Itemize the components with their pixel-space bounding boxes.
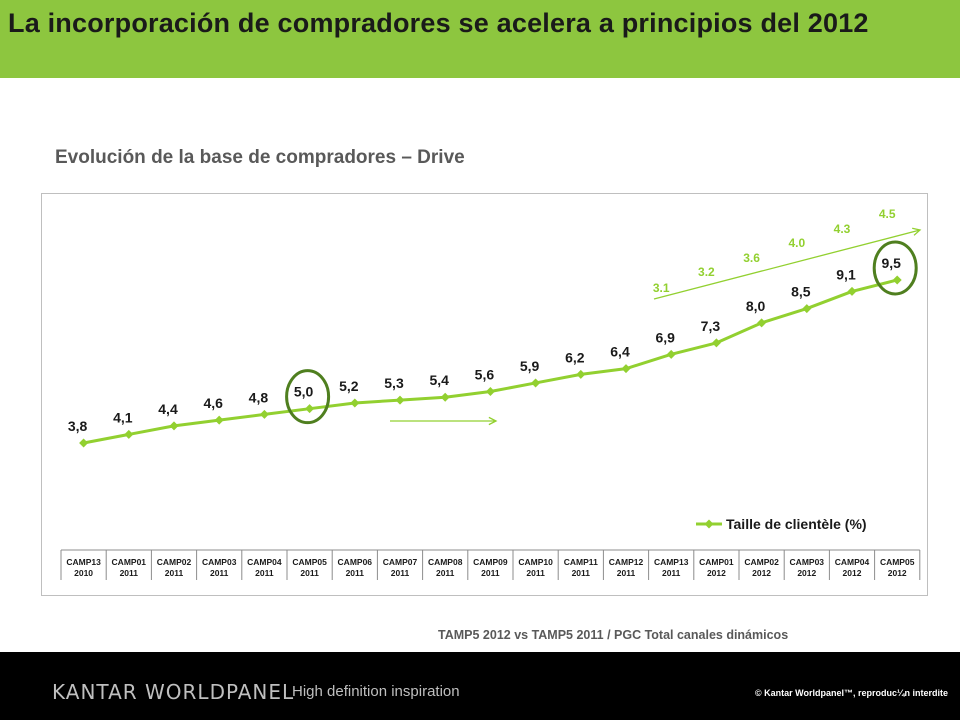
x-tick-label: CAMP03 2011 xyxy=(202,557,237,578)
data-label: 8,0 xyxy=(746,298,766,314)
data-label: 4,4 xyxy=(158,401,178,417)
x-tick-label: CAMP02 2011 xyxy=(157,557,192,578)
x-tick-label: CAMP09 2011 xyxy=(473,557,508,578)
data-label: 5,0 xyxy=(294,384,314,400)
data-label: 6,4 xyxy=(610,344,630,360)
x-tick-label: CAMP04 2011 xyxy=(247,557,282,578)
data-point xyxy=(531,378,541,388)
data-label: 5,2 xyxy=(339,378,359,394)
data-point xyxy=(576,369,586,379)
data-point xyxy=(124,429,134,439)
data-label: 4,8 xyxy=(249,389,269,405)
data-label: 5,9 xyxy=(520,358,540,374)
x-tick-label: CAMP03 2012 xyxy=(790,557,825,578)
source-note: TAMP5 2012 vs TAMP5 2011 / PGC Total can… xyxy=(438,628,789,642)
legend: Taille de clientèle (%) xyxy=(696,516,867,532)
data-point xyxy=(259,409,269,419)
data-point xyxy=(169,421,179,431)
annotation-label: 3.2 xyxy=(698,265,715,279)
brand-logo: KANTAR WORLDPANEL xyxy=(52,680,295,704)
data-point xyxy=(757,318,767,328)
x-tick-label: CAMP13 2011 xyxy=(654,557,689,578)
data-point xyxy=(79,438,89,448)
data-label: 8,5 xyxy=(791,284,811,300)
data-point xyxy=(305,404,315,414)
data-label: 6,2 xyxy=(565,349,585,365)
x-tick-label: CAMP01 2011 xyxy=(112,557,147,578)
annotation-label: 4.0 xyxy=(788,236,805,250)
x-tick-label: CAMP13 2010 xyxy=(66,557,101,578)
data-label: 5,3 xyxy=(384,375,404,391)
data-label: 4,6 xyxy=(203,395,223,411)
copyright-note: © Kantar Worldpanel™, reproduc¼n interdi… xyxy=(755,688,948,698)
data-label: 4,1 xyxy=(113,409,133,425)
data-label: 6,9 xyxy=(655,329,675,345)
data-point xyxy=(621,364,631,374)
x-tick-label: CAMP11 2011 xyxy=(564,557,598,578)
x-tick-label: CAMP06 2011 xyxy=(338,557,373,578)
x-tick-label: CAMP01 2012 xyxy=(699,557,734,578)
x-tick-label: CAMP02 2012 xyxy=(744,557,779,578)
data-label: 5,4 xyxy=(429,372,449,388)
tagline: High definition inspiration xyxy=(292,683,460,700)
x-tick-label: CAMP05 2011 xyxy=(292,557,327,578)
data-point xyxy=(485,387,495,397)
x-tick-label: CAMP10 2011 xyxy=(518,557,553,578)
data-label: 7,3 xyxy=(701,318,721,334)
annotation-label: 4.5 xyxy=(879,207,896,221)
data-point xyxy=(350,398,360,408)
highlight-circle xyxy=(285,369,331,425)
data-label: 9,5 xyxy=(881,255,901,271)
data-point xyxy=(847,286,857,296)
trend-arrow-rising xyxy=(653,227,922,300)
chart-subtitle: Evolución de la base de compradores – Dr… xyxy=(55,147,465,168)
footer xyxy=(0,652,960,720)
data-point xyxy=(711,338,721,348)
data-point xyxy=(802,304,812,314)
data-label: 3,8 xyxy=(68,418,88,434)
x-tick-label: CAMP08 2011 xyxy=(428,557,463,578)
x-tick-label: CAMP05 2012 xyxy=(880,557,915,578)
x-tick-label: CAMP04 2012 xyxy=(835,557,870,578)
data-point xyxy=(666,349,676,359)
data-point xyxy=(440,392,450,402)
line-chart: 3,8 4,1 4,4 4,6 4,8 5,0 5,2 5,3 5,4 5,6 5,9 6,2 6,4 6… xyxy=(60,207,922,580)
chart-frame: 3,8 4,1 4,4 4,6 4,8 5,0 5,2 5,3 5,4 5,6 5,9 6,2 6,4 6… xyxy=(41,193,928,596)
trend-arrow-flat xyxy=(390,416,498,426)
x-tick-label: CAMP12 2011 xyxy=(609,557,644,578)
annotation-label: 4.3 xyxy=(834,222,851,236)
page-title: La incorporación de compradores se acele… xyxy=(8,8,869,38)
annotation-label: 3.1 xyxy=(653,281,670,295)
annotation-label: 3.6 xyxy=(743,251,760,265)
legend-swatch-marker xyxy=(704,519,714,529)
legend-label: Taille de clientèle (%) xyxy=(726,516,867,532)
data-point xyxy=(892,275,902,285)
data-label: 9,1 xyxy=(836,266,856,282)
title-bar: La incorporación de compradores se acele… xyxy=(0,0,960,78)
data-point xyxy=(214,415,224,425)
data-point xyxy=(395,395,405,405)
highlight-circle xyxy=(872,240,918,296)
x-tick-label: CAMP07 2011 xyxy=(383,557,418,578)
data-label: 5,6 xyxy=(475,367,495,383)
